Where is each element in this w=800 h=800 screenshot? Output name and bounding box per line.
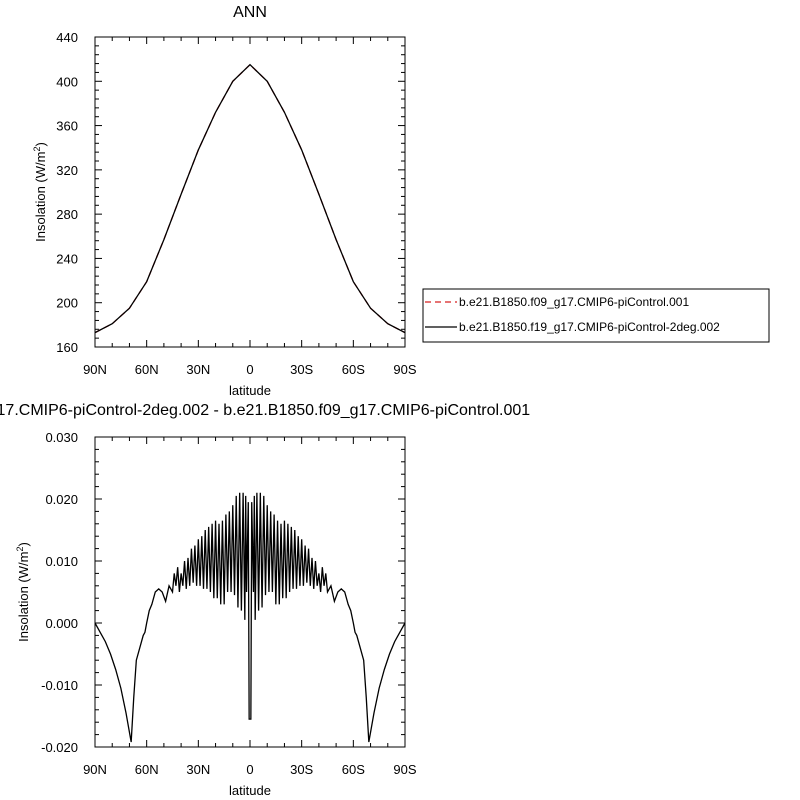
y-axis-title: Insolation (W/m2) bbox=[15, 542, 31, 642]
y-tick-label: 280 bbox=[56, 207, 78, 222]
panel-2: 90N 60N 30N 0 30S 60S 90S -0.020 -0.010 0.000 0.01… bbox=[0, 402, 530, 798]
plot-title: 9_g17.CMIP6-piControl-2deg.002 - b.e21.B… bbox=[0, 402, 530, 419]
plot-frame bbox=[94, 36, 406, 348]
y-tick-label: -0.010 bbox=[41, 678, 78, 693]
y-tick-label: 0.030 bbox=[45, 430, 78, 445]
x-tick-label: 0 bbox=[246, 362, 253, 377]
x-axis-title: latitude bbox=[229, 383, 271, 398]
x-tick-label: 30N bbox=[186, 362, 210, 377]
x-tick-label: 90N bbox=[83, 762, 107, 777]
series-line-1 bbox=[95, 63, 405, 334]
x-tick-label: 30N bbox=[186, 762, 210, 777]
x-tick-label: 90S bbox=[393, 762, 416, 777]
x-tick-label: 90N bbox=[83, 362, 107, 377]
y-tick-label: 200 bbox=[56, 296, 78, 311]
x-tick-label: 60N bbox=[135, 362, 159, 377]
x-axis-title: latitude bbox=[229, 783, 271, 798]
plot-frame bbox=[94, 436, 406, 748]
y-tick-label: 360 bbox=[56, 119, 78, 134]
y-axis-title: Insolation (W/m2) bbox=[32, 142, 48, 242]
y-tick-label: 0.000 bbox=[45, 616, 78, 631]
y-tick-label: 0.010 bbox=[45, 554, 78, 569]
x-tick-label: 30S bbox=[290, 362, 313, 377]
panel-1: 90N 60N 30N 0 30S 60S 90S 160 200 240 280 320 360 400… bbox=[32, 4, 770, 398]
x-tick-label: 60S bbox=[342, 762, 365, 777]
legend-label-1: b.e21.B1850.f09_g17.CMIP6-piControl.001 bbox=[459, 295, 689, 309]
series-line-1 bbox=[95, 492, 405, 743]
series-line-2 bbox=[95, 63, 405, 334]
y-tick-label: 0.020 bbox=[45, 492, 78, 507]
legend-box bbox=[422, 288, 770, 343]
x-tick-label: 90S bbox=[393, 362, 416, 377]
y-tick-label: 320 bbox=[56, 163, 78, 178]
x-tick-label: 60S bbox=[342, 362, 365, 377]
x-tick-label: 0 bbox=[246, 762, 253, 777]
legend: b.e21.B1850.f09_g17.CMIP6-piControl.001b… bbox=[422, 288, 770, 343]
y-tick-label: 400 bbox=[56, 74, 78, 89]
x-tick-label: 30S bbox=[290, 762, 313, 777]
legend-label-2: b.e21.B1850.f19_g17.CMIP6-piControl-2deg… bbox=[459, 320, 720, 334]
y-tick-label: -0.020 bbox=[41, 740, 78, 755]
plot-title: ANN bbox=[233, 4, 267, 21]
y-tick-label: 160 bbox=[56, 340, 78, 355]
y-tick-label: 440 bbox=[56, 30, 78, 45]
y-tick-label: 240 bbox=[56, 251, 78, 266]
x-tick-label: 60N bbox=[135, 762, 159, 777]
